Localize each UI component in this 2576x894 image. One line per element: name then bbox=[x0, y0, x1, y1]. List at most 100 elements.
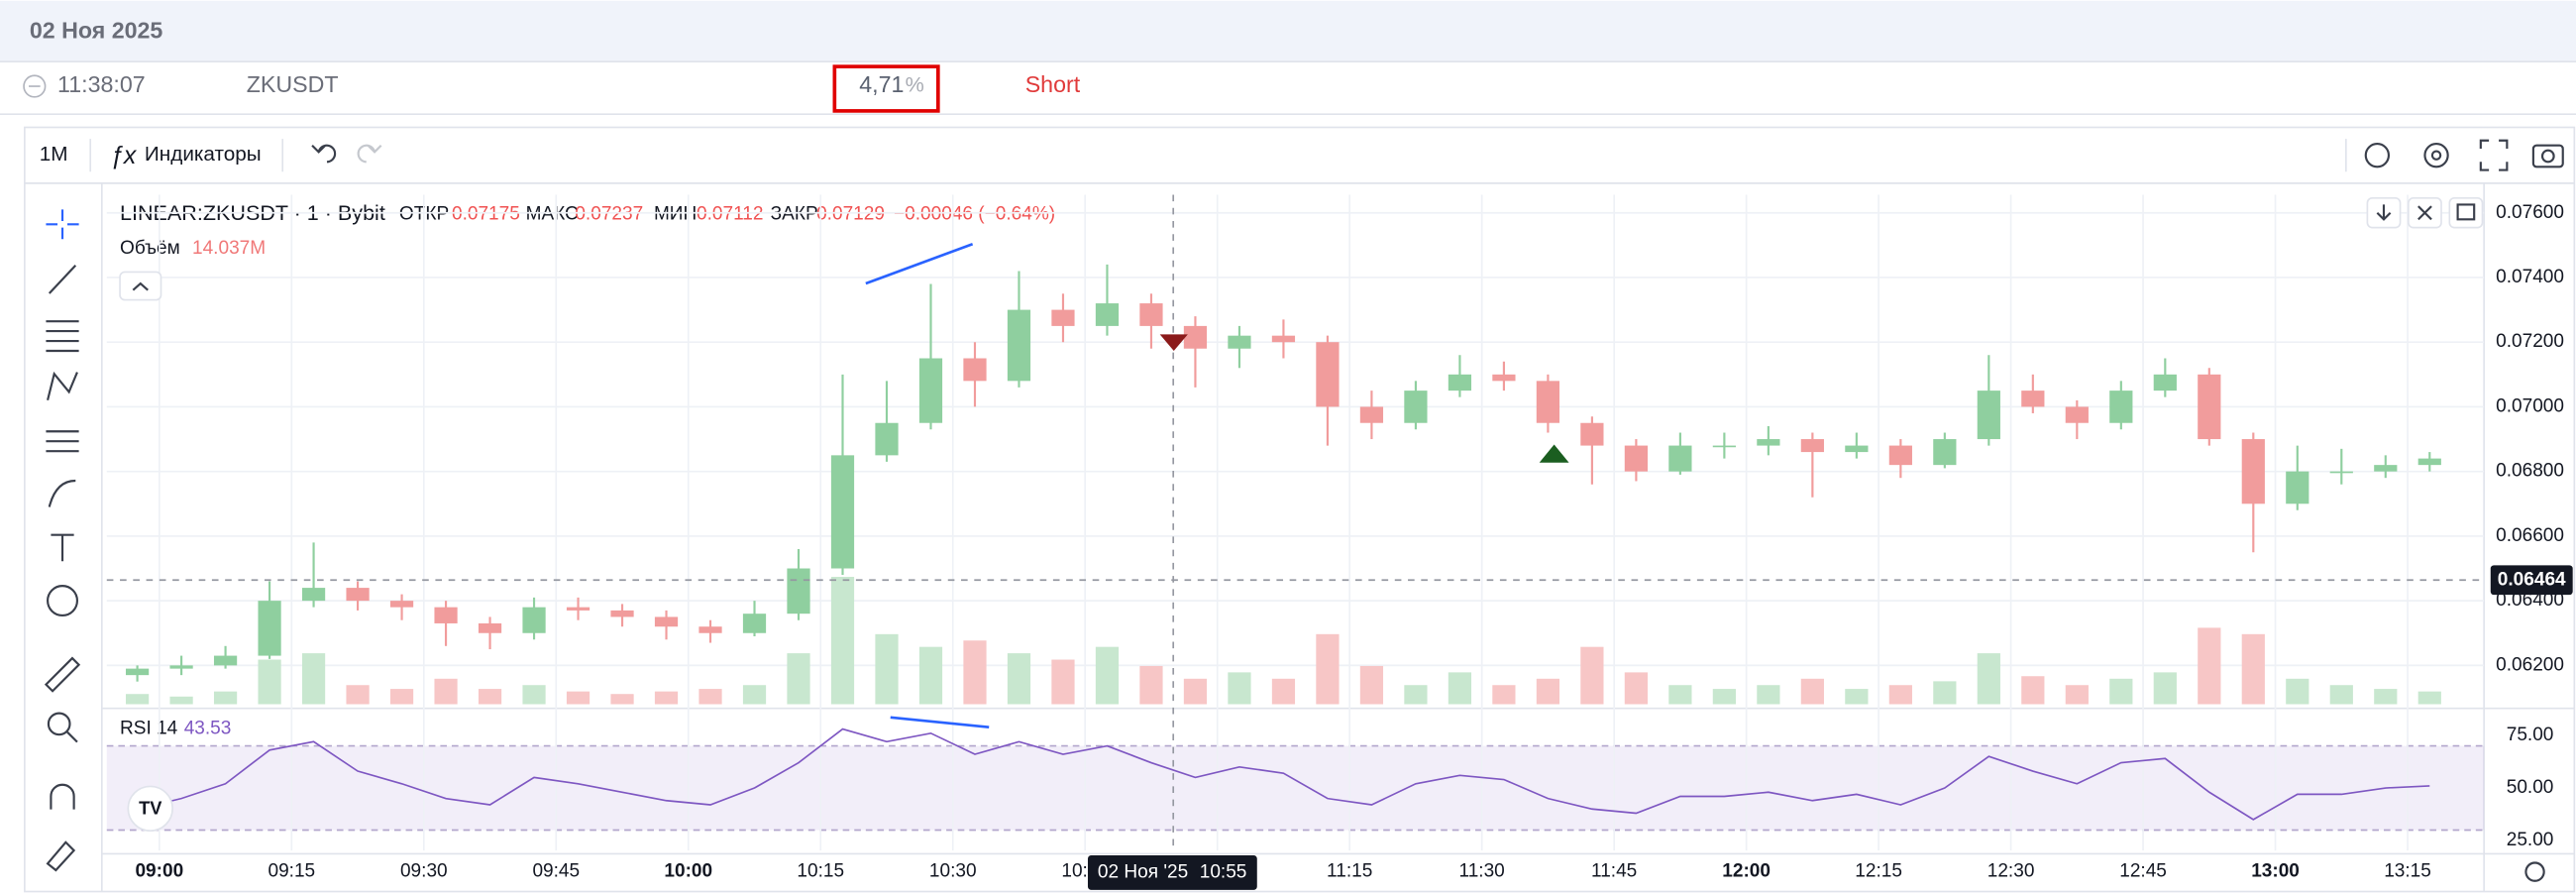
x-tick-label: 09:30 bbox=[400, 861, 448, 882]
candle-body bbox=[169, 665, 193, 669]
legend-close-label: ЗАКР bbox=[771, 203, 818, 224]
collapse-legend-icon bbox=[132, 281, 149, 291]
candle-body bbox=[875, 422, 899, 456]
volume-bar bbox=[830, 576, 855, 705]
volume-bar bbox=[346, 685, 370, 705]
x-tick-label: 12:00 bbox=[1722, 861, 1771, 882]
volume-bar bbox=[125, 694, 150, 705]
volume-bar bbox=[566, 691, 590, 705]
volume-bar bbox=[787, 653, 810, 705]
screenshot-icon bbox=[2540, 149, 2555, 164]
candle-body bbox=[1448, 374, 1472, 391]
candle-body bbox=[2153, 374, 2177, 391]
candle-body bbox=[742, 614, 767, 633]
zoom-tool[interactable] bbox=[47, 712, 71, 736]
volume-bar bbox=[742, 685, 767, 705]
candle-body bbox=[2065, 406, 2089, 423]
volume-bar bbox=[2329, 685, 2353, 705]
emoji-tool[interactable] bbox=[47, 585, 79, 617]
redo-button[interactable] bbox=[357, 144, 382, 164]
legend-close: 0.07129 bbox=[816, 203, 885, 224]
candle-body bbox=[434, 607, 458, 623]
projection-tool[interactable] bbox=[46, 430, 79, 453]
magnet-tool[interactable] bbox=[50, 783, 75, 810]
y-tick-label: 0.06400 bbox=[2496, 590, 2564, 611]
volume-bar bbox=[1448, 672, 1472, 705]
candle-body bbox=[2021, 391, 2045, 407]
maximize-button[interactable] bbox=[2448, 196, 2484, 229]
candle-body bbox=[1492, 374, 1516, 382]
volume-bar bbox=[1316, 633, 1340, 705]
collapse-icon[interactable] bbox=[23, 74, 47, 98]
volume-bar bbox=[918, 646, 943, 705]
candle-body bbox=[963, 358, 987, 382]
settings-button[interactable] bbox=[2423, 142, 2449, 168]
axis-settings[interactable] bbox=[2524, 861, 2545, 882]
indicators-button[interactable]: Индикаторы bbox=[145, 143, 262, 166]
candle-body bbox=[1051, 309, 1075, 326]
text-tool[interactable] bbox=[51, 533, 74, 562]
x-tick-label: 09:45 bbox=[532, 861, 580, 882]
candle-body bbox=[1888, 445, 1912, 466]
volume-bar bbox=[1580, 646, 1604, 705]
annotations: TV bbox=[119, 196, 2545, 882]
volume-bar bbox=[1492, 685, 1516, 705]
candle-body bbox=[1183, 325, 1208, 349]
candle-body bbox=[1977, 391, 2000, 440]
volume-bar bbox=[2065, 685, 2089, 705]
y-tick-label: 0.06800 bbox=[2496, 461, 2564, 482]
fib-tool[interactable] bbox=[46, 320, 79, 353]
volume-bar bbox=[478, 689, 502, 705]
y-tick-label: 0.06200 bbox=[2496, 654, 2564, 675]
candle-body bbox=[787, 568, 810, 615]
trade-time: 11:38:07 bbox=[57, 71, 146, 97]
candle-body bbox=[698, 626, 722, 633]
interval-button[interactable]: 1M bbox=[40, 143, 68, 166]
candle-body bbox=[1007, 309, 1031, 382]
pane-icons bbox=[2376, 203, 2476, 221]
fx-icon: ƒx bbox=[110, 142, 138, 169]
logo bbox=[127, 785, 173, 833]
candle-body bbox=[346, 588, 370, 602]
pattern-tool[interactable] bbox=[47, 371, 78, 401]
alert-button[interactable] bbox=[2364, 142, 2391, 168]
volume-bar bbox=[875, 633, 899, 705]
trade-symbol: ZKUSDT bbox=[247, 71, 339, 97]
time-label-date: 02 Ноя '25 bbox=[1098, 861, 1188, 882]
sell-marker bbox=[1159, 334, 1188, 351]
collapse-legend[interactable] bbox=[119, 271, 162, 301]
time-label-box bbox=[1087, 855, 1257, 890]
x-tick-label: 11:30 bbox=[1459, 861, 1505, 882]
y-tick-label: 0.07200 bbox=[2496, 331, 2564, 352]
screenshot-button[interactable] bbox=[2531, 144, 2564, 168]
volume-bar bbox=[389, 689, 414, 705]
candle-body bbox=[2109, 391, 2133, 423]
rsi-tick-label: 25.00 bbox=[2507, 830, 2554, 850]
x-tick-label: 13:00 bbox=[2251, 861, 2300, 882]
volume-bar bbox=[258, 659, 281, 705]
volume-bar bbox=[1977, 653, 2000, 705]
line-tool[interactable] bbox=[48, 265, 77, 294]
ruler-tool[interactable] bbox=[44, 656, 81, 693]
trade-side: Short bbox=[1025, 71, 1081, 97]
crosshair-tool[interactable] bbox=[46, 209, 79, 240]
fullscreen-button[interactable] bbox=[2479, 139, 2509, 171]
candle-body bbox=[1933, 439, 1957, 466]
volume-bar bbox=[522, 685, 546, 705]
rsi-line bbox=[137, 727, 2430, 821]
brush-tool[interactable] bbox=[48, 479, 76, 507]
lock-tool[interactable] bbox=[46, 840, 76, 872]
undo-button[interactable] bbox=[311, 144, 337, 164]
volume-bar bbox=[2109, 678, 2133, 705]
candle-body bbox=[1139, 303, 1163, 326]
volume-bar bbox=[434, 678, 458, 705]
candle-body bbox=[2374, 465, 2398, 472]
volume-bar bbox=[610, 694, 634, 705]
volume-bar bbox=[1139, 665, 1163, 705]
x-tick-label: 11:45 bbox=[1591, 861, 1637, 882]
candle-body bbox=[1404, 391, 1428, 423]
candle-body bbox=[1845, 445, 1869, 453]
candle-body bbox=[610, 610, 634, 617]
candle-body bbox=[125, 668, 150, 676]
